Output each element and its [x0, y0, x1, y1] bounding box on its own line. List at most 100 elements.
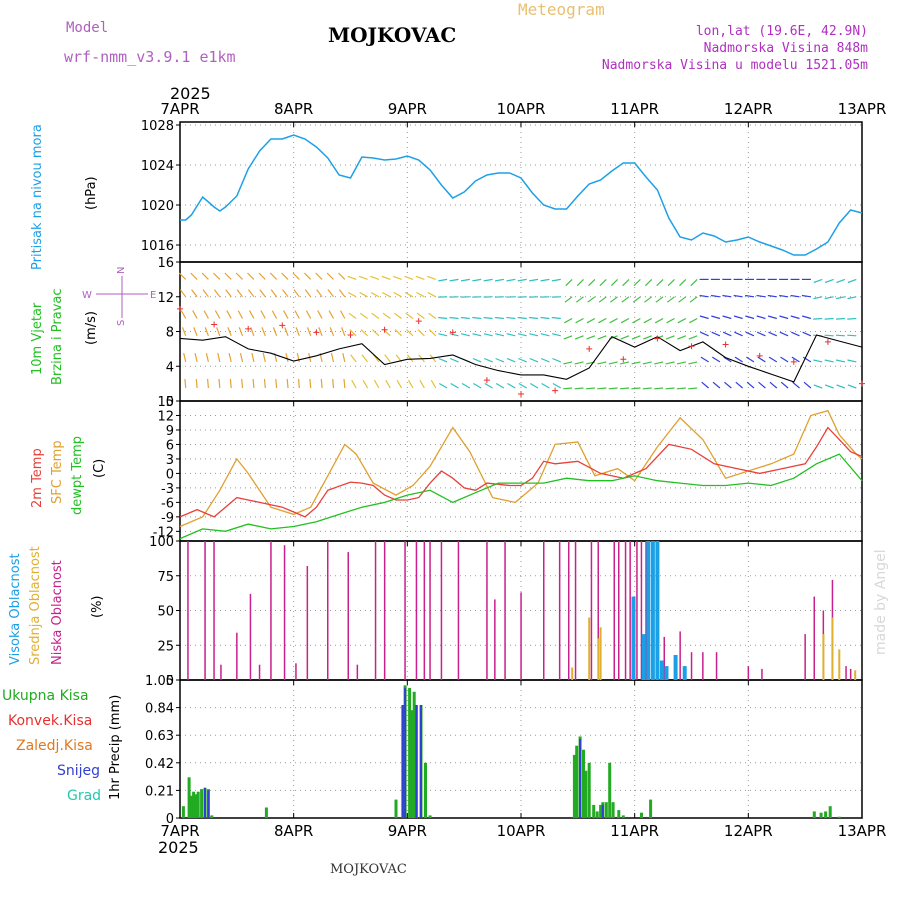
y-tick-label: 12	[157, 291, 174, 306]
wind-arrow	[213, 289, 221, 298]
wind-gust-marker	[211, 321, 218, 328]
footer-station: MOJKOVAC	[330, 862, 407, 877]
y-tick-label: 0	[166, 395, 174, 410]
precip-total-bar	[599, 804, 603, 818]
cloud-mid-bar	[831, 617, 834, 680]
wind-arrow	[688, 387, 698, 390]
x-tick-label-top: 13APR	[838, 100, 887, 118]
wind-gust-marker	[279, 322, 286, 329]
wind-arrow	[224, 272, 232, 280]
wind-arrow	[723, 356, 732, 363]
wind-arrow	[483, 316, 493, 320]
cloud-low-bar	[813, 596, 815, 680]
wind-arrow	[563, 387, 573, 390]
wind-arrow	[631, 387, 641, 390]
wind-arrow	[184, 378, 187, 389]
wind-arrow	[286, 378, 289, 389]
legend-total-rain: Ukupna Kisa	[2, 688, 89, 704]
wind-arrow	[427, 291, 437, 298]
wind-arrow	[551, 333, 561, 337]
wind-arrow	[248, 310, 255, 319]
wind-arrow	[416, 312, 425, 319]
cloud-low-bar	[295, 663, 297, 680]
wind-arrow	[551, 316, 561, 320]
precip-total-bar	[410, 710, 414, 818]
wind-arrow	[384, 354, 391, 363]
wind-arrow	[304, 289, 312, 298]
precip-total-bar	[196, 791, 200, 818]
cloud-low-bar	[629, 541, 631, 680]
wind-arrow	[700, 356, 709, 363]
cloud-low-bar	[213, 541, 215, 680]
cloud-high-bar	[659, 660, 664, 680]
cloud-low-bar	[558, 541, 561, 680]
wind-arrow	[802, 331, 812, 337]
x-tick-label-top: 8APR	[274, 100, 313, 118]
cloud-low-bar	[258, 664, 261, 680]
wind-arrow	[342, 352, 346, 363]
cloud-low-bar	[327, 541, 329, 680]
y-tick-label: 50	[157, 605, 174, 620]
wind-arrow	[835, 296, 846, 300]
wind-arrow	[204, 327, 209, 337]
wind-arrow	[758, 381, 766, 389]
wind-arrow	[552, 382, 562, 389]
cloud-low-bar	[404, 541, 406, 680]
wind-arrow	[472, 357, 482, 363]
wind-arrow	[417, 329, 425, 337]
cloud-low-bar	[690, 652, 693, 680]
legend-convective-rain: Konvek.Kisa	[8, 713, 93, 729]
wind-arrow	[394, 329, 403, 337]
altitude-label: Nadmorska Visina 848m	[703, 41, 868, 56]
cloud-low-bar	[597, 541, 599, 680]
precip-total-bar	[819, 812, 823, 818]
wind-arrow	[263, 378, 266, 389]
wind-arrow	[192, 310, 198, 319]
wind-arrow	[666, 296, 675, 303]
precip-total-bar	[640, 812, 643, 818]
wind-arrow	[438, 333, 448, 337]
wind-arrow	[608, 387, 618, 390]
wind-arrow	[419, 379, 425, 389]
cloud-low-bar	[429, 541, 431, 680]
x-tick-label-bottom: 10APR	[497, 822, 546, 840]
wind-arrow	[338, 289, 346, 298]
wind-arrow	[791, 356, 800, 363]
precip-total-bar	[604, 802, 608, 818]
wind-arrow	[371, 312, 380, 319]
cloud-low-bar	[204, 541, 206, 680]
cloud-mid-bar	[588, 617, 591, 680]
wind-arrow	[746, 381, 755, 389]
wind-arrow	[643, 317, 652, 324]
wind-arrow	[381, 275, 391, 280]
wind-arrow	[551, 278, 561, 282]
cloud-mid-bar	[599, 627, 602, 680]
precip-total-bar	[828, 806, 832, 818]
wind-arrow	[610, 296, 618, 303]
wind-arrow	[529, 382, 539, 389]
wind-arrow	[769, 381, 778, 389]
x-tick-label-bottom: 9APR	[388, 822, 427, 840]
model-altitude-label: Nadmorska Visina u modelu 1521.05m	[601, 58, 868, 73]
wind-arrow	[711, 356, 721, 363]
cloud-high-bar	[673, 655, 678, 680]
wind-arrow	[450, 382, 459, 389]
wind-arrow	[236, 289, 243, 298]
wind-gust-marker	[654, 335, 661, 342]
precip-snow-bar	[420, 705, 422, 818]
cloud-mid-bar	[571, 667, 574, 680]
y-tick-label: 1020	[141, 199, 174, 214]
cloud-low-bar	[415, 541, 418, 680]
wind-arrow	[676, 361, 686, 365]
wind-arrow	[824, 296, 834, 300]
wind-arrow	[733, 294, 743, 298]
cloud-low-bar	[374, 541, 377, 680]
wind-arrow	[734, 331, 743, 337]
cloud-low-bar	[747, 666, 750, 680]
wind-arrow	[306, 327, 312, 337]
y-tick-label: 15	[157, 395, 174, 410]
wind-arrow	[597, 387, 607, 390]
cloud-low-bar	[494, 599, 496, 680]
wind-arrow	[665, 387, 675, 390]
wind-arrow	[517, 333, 527, 337]
